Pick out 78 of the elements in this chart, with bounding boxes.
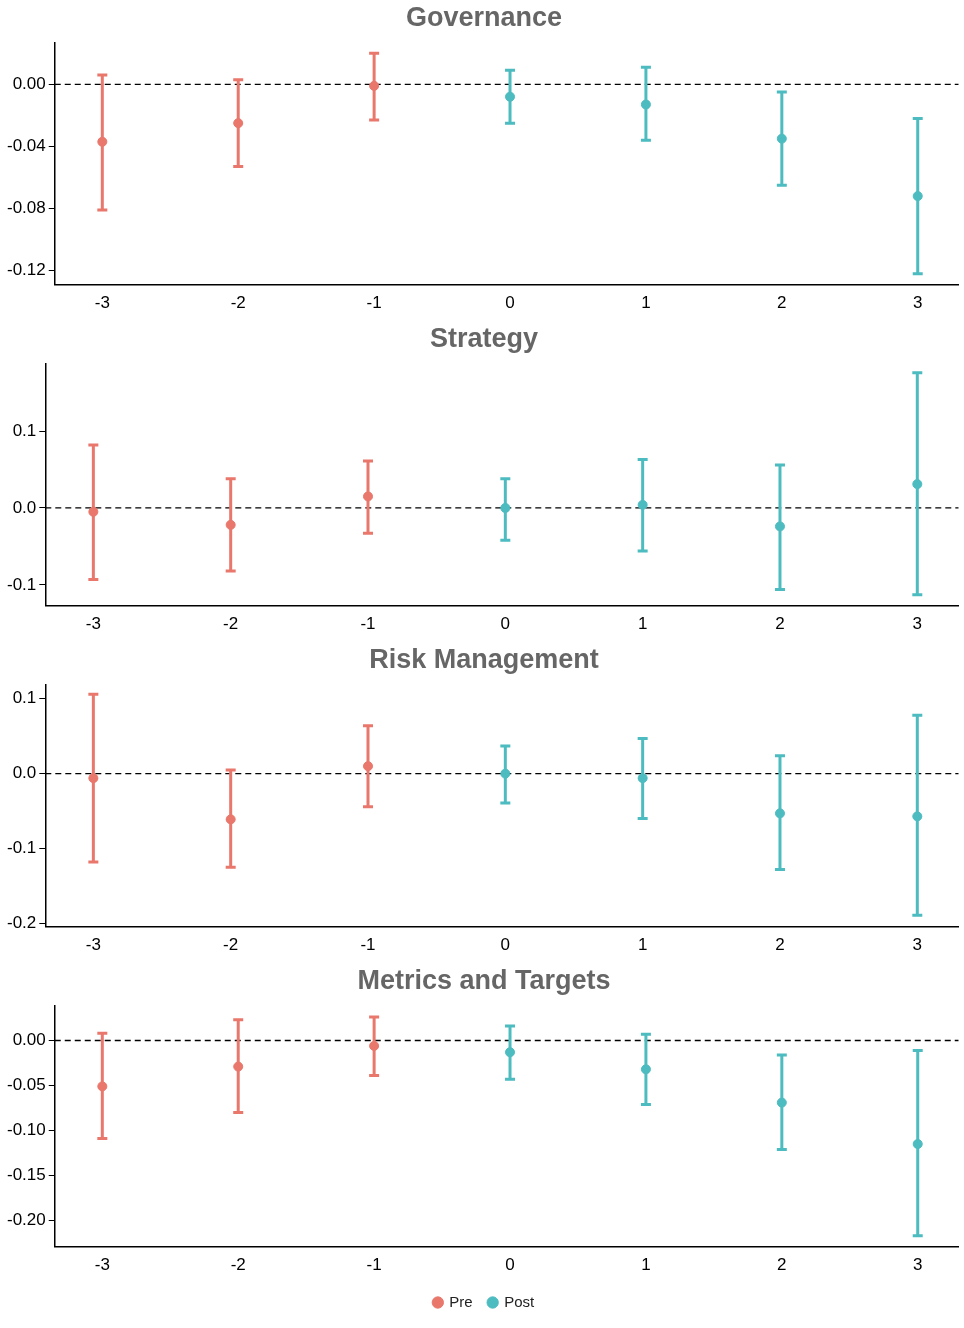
x-tick-label: -2 xyxy=(223,935,239,955)
point xyxy=(97,1081,108,1092)
point xyxy=(912,1139,923,1149)
x-tick-label: 1 xyxy=(641,1255,651,1275)
point xyxy=(774,808,785,819)
legend-label: Post xyxy=(504,1292,536,1310)
x-tick-label: 0 xyxy=(505,1255,515,1275)
point xyxy=(225,814,236,825)
x-tick-label: 3 xyxy=(912,293,923,313)
chart-title: Risk Management xyxy=(369,643,599,674)
x-tick-label: -3 xyxy=(85,935,101,955)
x-tick-label: -3 xyxy=(94,1255,110,1275)
x-tick-label: 2 xyxy=(775,935,785,955)
point xyxy=(363,491,374,502)
y-tick-label: -0.15 xyxy=(7,1165,46,1185)
x-tick-label: -3 xyxy=(85,614,101,634)
point xyxy=(233,118,244,129)
x-tick-label: 3 xyxy=(912,935,923,955)
point xyxy=(500,502,511,513)
point xyxy=(505,1047,516,1058)
point xyxy=(369,1040,380,1051)
x-tick-label: -2 xyxy=(223,614,239,634)
point xyxy=(369,80,380,91)
point xyxy=(97,136,108,147)
point xyxy=(88,506,99,517)
y-tick-label: -0.12 xyxy=(7,260,46,280)
x-tick-label: 1 xyxy=(641,293,651,313)
y-tick-label: 0.00 xyxy=(12,74,46,94)
legend-label: Pre xyxy=(449,1292,473,1310)
y-tick-label: -0.10 xyxy=(7,1120,46,1140)
chart-title: Governance xyxy=(405,1,563,32)
point xyxy=(776,1097,787,1108)
point xyxy=(912,191,923,202)
x-tick-label: -1 xyxy=(366,293,382,313)
y-tick-label: -0.2 xyxy=(7,913,37,933)
y-tick-label: -0.20 xyxy=(7,1210,46,1230)
y-tick-label: 0.1 xyxy=(12,420,37,440)
y-tick-label: 0.1 xyxy=(12,688,37,708)
point xyxy=(640,99,651,110)
y-tick-label: -0.08 xyxy=(7,198,46,218)
point xyxy=(776,133,787,144)
x-tick-label: -1 xyxy=(366,1255,382,1275)
y-tick-label: -0.1 xyxy=(7,838,37,858)
y-tick-label: -0.1 xyxy=(7,574,37,594)
x-tick-label: 3 xyxy=(912,614,923,634)
y-tick-label: 0.00 xyxy=(12,1030,46,1050)
x-tick-label: 2 xyxy=(777,293,787,313)
x-tick-label: -3 xyxy=(94,293,110,313)
x-tick-label: 1 xyxy=(637,614,648,634)
point xyxy=(774,521,785,532)
point xyxy=(912,479,923,490)
x-tick-label: 0 xyxy=(500,935,511,955)
point xyxy=(233,1061,244,1072)
y-tick-label: 0.0 xyxy=(12,763,37,783)
x-tick-label: -2 xyxy=(230,1255,246,1275)
x-tick-label: -2 xyxy=(230,293,246,313)
x-tick-label: 2 xyxy=(775,614,785,634)
y-tick-label: 0.0 xyxy=(12,497,37,517)
point xyxy=(225,519,236,530)
point xyxy=(363,761,374,772)
chart-title: Strategy xyxy=(429,322,539,353)
x-tick-label: 1 xyxy=(637,935,648,955)
x-tick-label: 3 xyxy=(912,1255,923,1275)
x-tick-label: 2 xyxy=(777,1255,787,1275)
x-tick-label: 0 xyxy=(500,614,511,634)
point xyxy=(637,499,648,510)
y-tick-label: -0.05 xyxy=(7,1075,46,1095)
chart-title: Metrics and Targets xyxy=(357,964,611,995)
x-tick-label: -1 xyxy=(360,935,376,955)
point xyxy=(637,773,648,784)
point xyxy=(912,811,923,822)
y-tick-label: -0.04 xyxy=(7,136,46,156)
point xyxy=(505,91,516,102)
point xyxy=(640,1064,651,1075)
x-tick-label: 0 xyxy=(505,293,515,313)
x-tick-label: -1 xyxy=(360,614,376,634)
point xyxy=(88,773,99,784)
point xyxy=(500,768,511,779)
